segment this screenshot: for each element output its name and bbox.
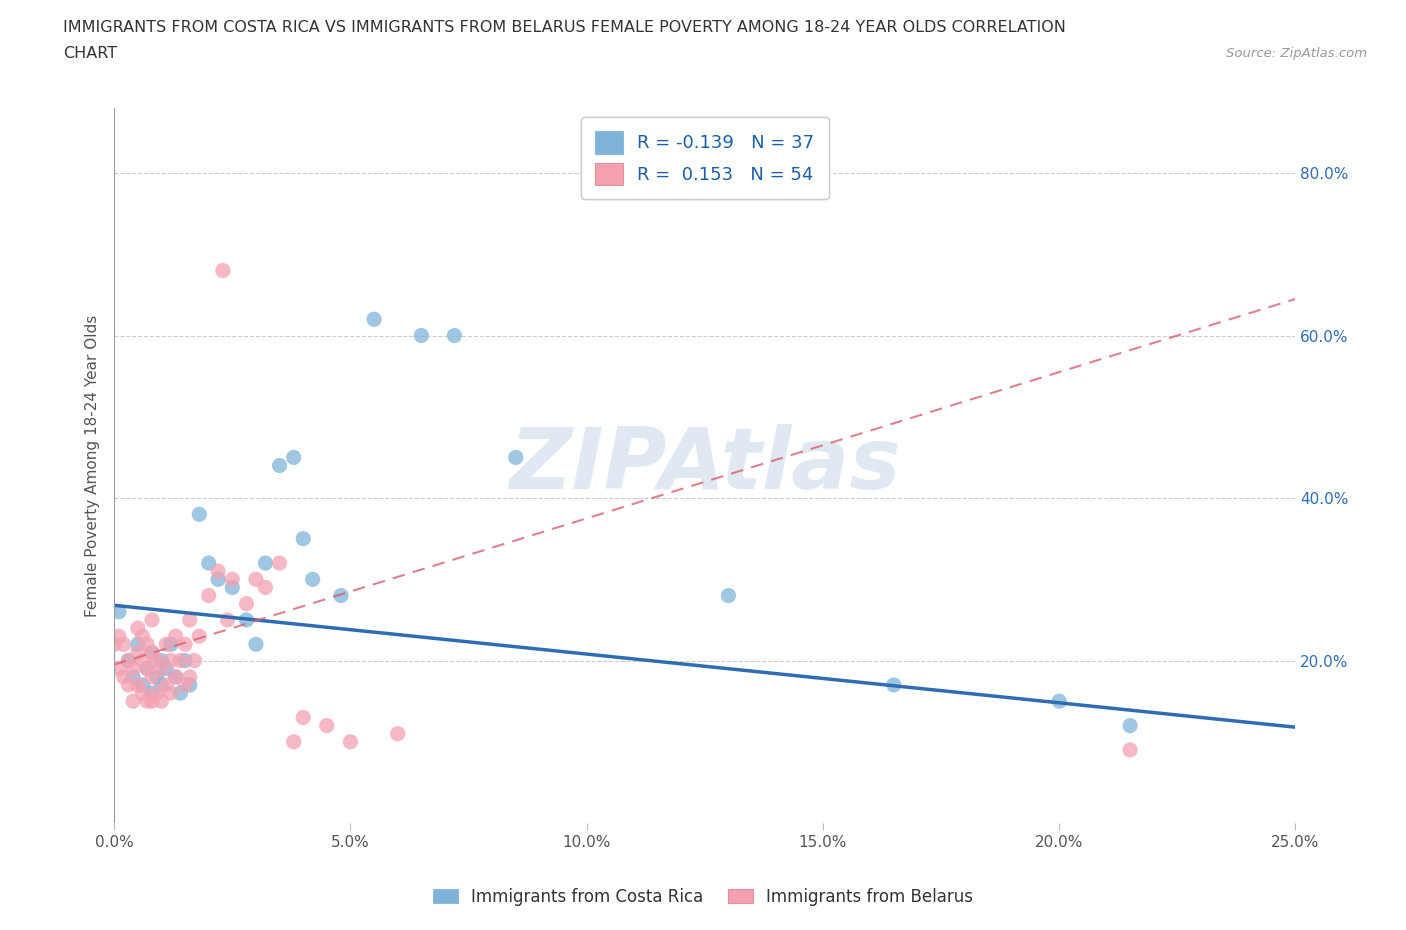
Point: [245, 572, 267, 587]
Point: [141, 670, 163, 684]
Point: [292, 531, 315, 546]
Point: [131, 685, 153, 700]
Point: [136, 637, 159, 652]
Point: [235, 596, 257, 611]
Point: [145, 685, 167, 700]
Point: [155, 637, 177, 652]
Point: [141, 645, 163, 660]
Legend: R = -0.139   N = 37, R =  0.153   N = 54: R = -0.139 N = 37, R = 0.153 N = 54: [581, 117, 828, 199]
Point: [160, 653, 183, 668]
Point: [330, 588, 353, 603]
Point: [141, 694, 163, 709]
Point: [197, 588, 219, 603]
Point: [301, 572, 323, 587]
Point: [122, 694, 145, 709]
Point: [315, 718, 337, 733]
Point: [1119, 742, 1142, 757]
Point: [131, 678, 153, 693]
Point: [150, 694, 173, 709]
Point: [141, 613, 163, 628]
Point: [269, 555, 291, 570]
Point: [505, 450, 527, 465]
Point: [883, 678, 905, 693]
Point: [363, 312, 385, 326]
Point: [150, 653, 173, 668]
Point: [269, 458, 291, 473]
Legend: Immigrants from Costa Rica, Immigrants from Belarus: Immigrants from Costa Rica, Immigrants f…: [426, 881, 980, 912]
Point: [174, 637, 197, 652]
Point: [221, 572, 243, 587]
Text: CHART: CHART: [63, 46, 117, 61]
Point: [207, 572, 229, 587]
Point: [339, 735, 361, 750]
Point: [292, 710, 315, 724]
Point: [212, 263, 235, 278]
Point: [127, 678, 149, 693]
Point: [254, 580, 277, 595]
Point: [217, 613, 239, 628]
Point: [179, 613, 201, 628]
Point: [117, 653, 139, 668]
Point: [165, 629, 187, 644]
Point: [136, 661, 159, 676]
Point: [150, 678, 173, 693]
Point: [122, 661, 145, 676]
Point: [145, 670, 167, 684]
Text: IMMIGRANTS FROM COSTA RICA VS IMMIGRANTS FROM BELARUS FEMALE POVERTY AMONG 18-24: IMMIGRANTS FROM COSTA RICA VS IMMIGRANTS…: [63, 20, 1066, 35]
Point: [387, 726, 409, 741]
Point: [160, 685, 183, 700]
Point: [165, 670, 187, 684]
Point: [174, 678, 197, 693]
Point: [197, 555, 219, 570]
Point: [108, 661, 131, 676]
Point: [1047, 694, 1070, 709]
Point: [117, 678, 139, 693]
Point: [1119, 718, 1142, 733]
Point: [155, 661, 177, 676]
Point: [127, 645, 149, 660]
Point: [112, 670, 135, 684]
Point: [169, 653, 191, 668]
Point: [283, 735, 305, 750]
Point: [108, 629, 131, 644]
Point: [160, 637, 183, 652]
Point: [155, 678, 177, 693]
Point: [179, 678, 201, 693]
Point: [136, 694, 159, 709]
Point: [183, 653, 205, 668]
Point: [108, 604, 131, 619]
Text: Source: ZipAtlas.com: Source: ZipAtlas.com: [1226, 46, 1367, 60]
Point: [141, 685, 163, 700]
Point: [188, 629, 211, 644]
Point: [443, 328, 465, 343]
Point: [131, 653, 153, 668]
Point: [131, 629, 153, 644]
Point: [112, 637, 135, 652]
Point: [179, 670, 201, 684]
Point: [117, 653, 139, 668]
Point: [188, 507, 211, 522]
Point: [145, 653, 167, 668]
Point: [122, 670, 145, 684]
Point: [103, 637, 125, 652]
Point: [235, 613, 257, 628]
Point: [717, 588, 740, 603]
Text: ZIPAtlas: ZIPAtlas: [509, 424, 901, 507]
Point: [283, 450, 305, 465]
Point: [207, 564, 229, 578]
Point: [174, 653, 197, 668]
Point: [411, 328, 433, 343]
Y-axis label: Female Poverty Among 18-24 Year Olds: Female Poverty Among 18-24 Year Olds: [86, 314, 100, 617]
Point: [150, 661, 173, 676]
Point: [141, 645, 163, 660]
Point: [221, 580, 243, 595]
Point: [245, 637, 267, 652]
Point: [254, 555, 277, 570]
Point: [127, 637, 149, 652]
Point: [127, 620, 149, 635]
Point: [165, 670, 187, 684]
Point: [169, 685, 191, 700]
Point: [136, 661, 159, 676]
